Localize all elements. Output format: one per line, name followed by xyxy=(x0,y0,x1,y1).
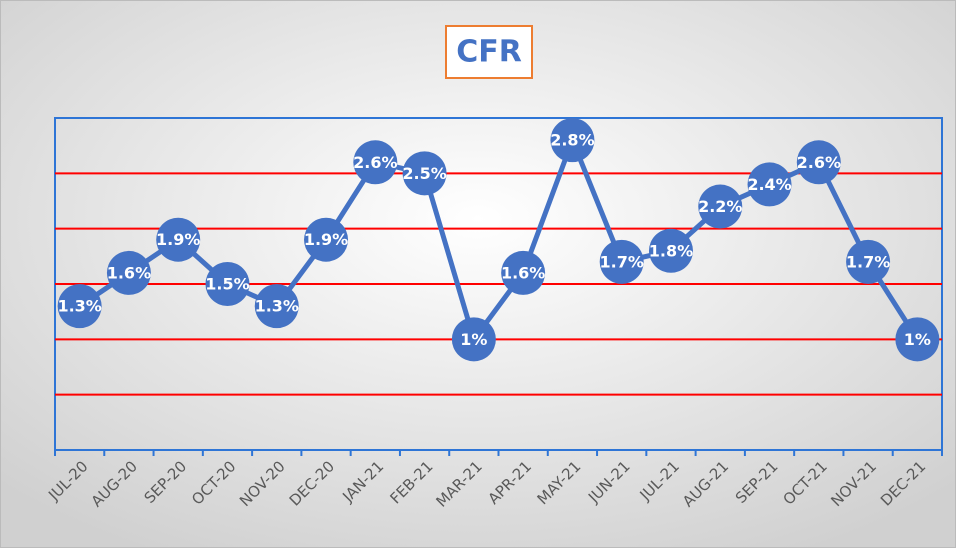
data-label: 1.9% xyxy=(304,230,348,249)
data-label: 1.6% xyxy=(107,263,151,282)
data-label: 1.7% xyxy=(600,252,644,271)
marker xyxy=(57,284,102,329)
data-label: 1% xyxy=(460,330,487,349)
data-label: 1.8% xyxy=(649,241,693,260)
data-label: 1.3% xyxy=(255,297,299,316)
data-label: 1.6% xyxy=(501,263,545,282)
chart-title: CFR xyxy=(456,35,522,70)
data-label: 2.6% xyxy=(797,153,841,172)
marker xyxy=(895,317,940,362)
data-label: 1% xyxy=(904,330,931,349)
marker xyxy=(304,217,349,262)
marker xyxy=(254,284,299,329)
marker xyxy=(747,162,792,207)
marker xyxy=(698,184,743,229)
data-label: 1.7% xyxy=(846,252,890,271)
marker xyxy=(599,239,644,284)
marker xyxy=(451,317,496,362)
marker xyxy=(846,239,891,284)
data-label: 1.5% xyxy=(205,275,249,294)
title-box xyxy=(445,25,533,79)
data-label: 2.5% xyxy=(402,164,446,183)
data-label: 1.9% xyxy=(156,230,200,249)
marker xyxy=(550,118,595,163)
marker xyxy=(106,250,151,295)
data-label: 1.3% xyxy=(57,297,101,316)
marker xyxy=(402,151,447,196)
data-label: 2.2% xyxy=(698,197,742,216)
marker xyxy=(353,140,398,185)
marker xyxy=(205,262,250,306)
marker xyxy=(501,250,546,295)
data-label: 2.4% xyxy=(747,175,791,194)
data-label: 2.6% xyxy=(353,153,397,172)
marker xyxy=(648,228,693,273)
data-label: 2.8% xyxy=(550,131,594,150)
marker xyxy=(796,140,841,185)
marker xyxy=(156,217,201,262)
